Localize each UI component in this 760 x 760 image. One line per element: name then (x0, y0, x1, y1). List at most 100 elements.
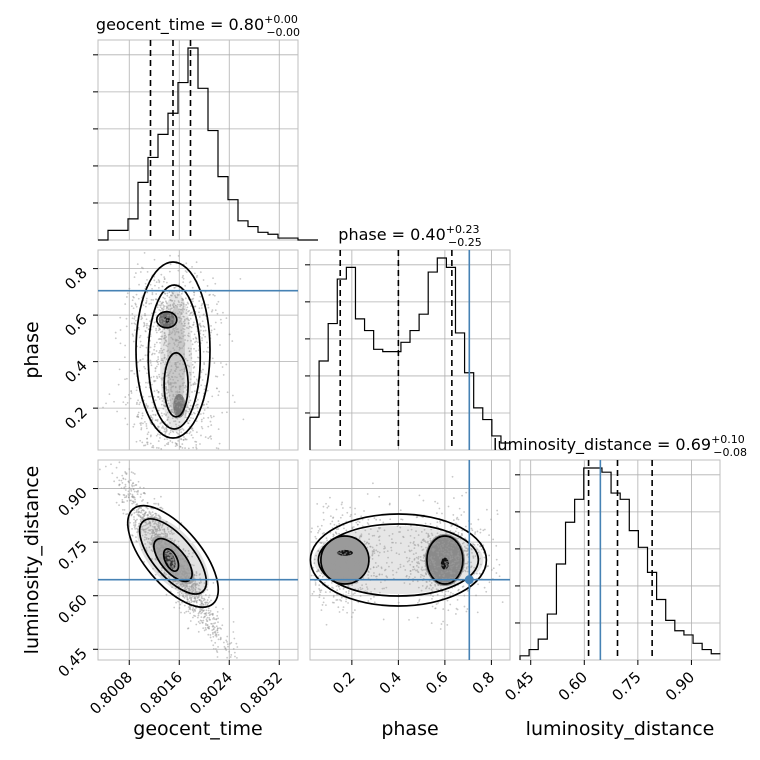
sample-point (382, 618, 385, 621)
sample-point (384, 568, 387, 571)
sample-point (154, 530, 157, 533)
sample-point (451, 555, 454, 558)
sample-point (350, 564, 353, 566)
x-tick-label: 0.6 (422, 668, 452, 698)
sample-point (470, 548, 473, 551)
sample-point (186, 574, 189, 577)
sample-point (325, 502, 327, 505)
sample-point (124, 303, 127, 305)
sample-point (190, 326, 193, 329)
sample-point (337, 606, 340, 609)
sample-point (179, 570, 182, 573)
sample-point (433, 542, 436, 545)
sample-point (488, 534, 490, 537)
sample-point (187, 572, 190, 575)
sample-point (113, 480, 116, 483)
sample-point (342, 588, 345, 590)
sample-point (187, 577, 190, 579)
sample-point (172, 327, 175, 330)
sample-point (167, 354, 170, 357)
sample-point (446, 558, 449, 560)
sample-point (193, 375, 196, 378)
sample-point (337, 528, 340, 530)
sample-point (317, 550, 320, 553)
sample-point (138, 515, 140, 518)
sample-point (347, 559, 349, 561)
sample-point (476, 543, 479, 546)
sample-point (338, 570, 341, 572)
sample-point (425, 567, 428, 570)
sample-point (148, 510, 151, 513)
sample-point (335, 585, 338, 588)
sample-point (187, 549, 190, 552)
sample-point (338, 555, 340, 558)
sample-point (377, 565, 380, 567)
sample-point (179, 336, 182, 339)
sample-point (165, 388, 168, 391)
sample-point (169, 350, 172, 353)
sample-point (172, 402, 175, 405)
sample-point (351, 542, 354, 545)
panel-grid (98, 40, 298, 240)
sample-point (339, 516, 342, 519)
sample-point (205, 614, 208, 617)
sample-point (194, 589, 197, 592)
sample-point (185, 589, 188, 591)
sample-point (151, 417, 154, 420)
sample-point (422, 499, 425, 502)
sample-point (335, 545, 338, 547)
sample-point (156, 547, 159, 550)
sample-point (415, 516, 418, 519)
sample-point (457, 569, 460, 572)
sample-point (199, 603, 202, 606)
sample-point (155, 544, 158, 546)
sample-point (151, 525, 154, 528)
sample-point (195, 582, 198, 585)
sample-point (170, 294, 172, 296)
sample-point (177, 379, 179, 382)
sample-point (140, 318, 143, 321)
sample-point (463, 566, 465, 569)
sample-point (457, 549, 460, 552)
sample-point (360, 555, 363, 558)
sample-point (198, 590, 201, 593)
sample-point (427, 540, 429, 543)
sample-point (216, 629, 219, 632)
sample-point (175, 601, 177, 604)
sample-point (335, 528, 338, 531)
sample-point (133, 317, 136, 320)
sample-point (142, 358, 144, 360)
contour-line-0 (309, 513, 488, 607)
sample-point (363, 562, 366, 564)
sample-point (343, 576, 346, 579)
sample-point (159, 437, 161, 439)
sample-point (399, 526, 402, 529)
sample-point (187, 410, 189, 413)
sample-point (182, 413, 184, 416)
sample-point (169, 378, 172, 381)
sample-point (194, 404, 197, 407)
sample-point (125, 325, 128, 328)
sample-point (213, 294, 216, 297)
sample-point (217, 633, 220, 636)
sample-point (445, 563, 447, 566)
sample-point (177, 300, 180, 302)
sample-point (439, 584, 442, 587)
sample-point (190, 428, 193, 430)
sample-point (194, 361, 197, 364)
sample-point (409, 563, 412, 566)
sample-point (438, 549, 441, 552)
sample-point (417, 534, 420, 536)
sample-point (421, 585, 424, 587)
sample-point (205, 618, 208, 621)
sample-point (340, 596, 343, 599)
sample-point (189, 607, 191, 609)
sample-point (124, 470, 127, 473)
sample-point (322, 553, 325, 555)
sample-point (158, 547, 161, 550)
sample-point (151, 516, 153, 519)
sample-point (214, 282, 217, 285)
sample-point (431, 559, 434, 562)
